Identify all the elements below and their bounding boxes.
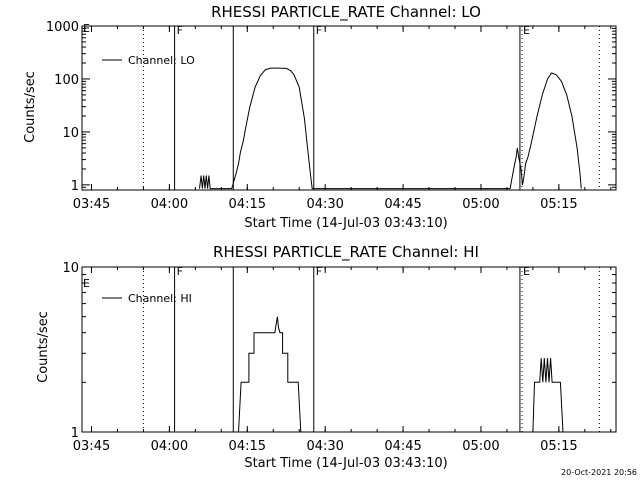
legend: Channel: LO	[102, 54, 195, 67]
panel-hi: RHESSI PARTICLE_RATE Channel: HI Start T…	[36, 243, 617, 471]
y-tick-label: 1	[71, 426, 79, 441]
series-line	[238, 316, 564, 433]
chart-title: RHESSI PARTICLE_RATE Channel: LO	[211, 3, 481, 22]
plot-frame	[81, 25, 617, 191]
y-axis-label: Counts/sec	[36, 311, 51, 383]
x-tick-label: 05:15	[540, 439, 577, 454]
plot-layer: 03:45 04:00 04:15 04:30 04:45 05:00 05:15 1 10 10…	[46, 20, 617, 212]
x-tick-label: 05:15	[540, 197, 577, 212]
edge-marker-label: E	[83, 22, 90, 35]
x-tick-label: 04:30	[306, 197, 343, 212]
series-line	[199, 67, 582, 190]
event-marker-label: E	[523, 265, 530, 278]
timestamp: 20-Oct-2021 20:56	[561, 468, 637, 477]
event-marker-label: F	[316, 24, 322, 37]
x-tick-label: 04:00	[151, 439, 188, 454]
chart-title: RHESSI PARTICLE_RATE Channel: HI	[213, 243, 479, 262]
legend-label: Channel: HI	[128, 292, 192, 305]
edge-marker-label: E	[83, 277, 90, 290]
plot-layer: 03:45 04:00 04:15 04:30 04:45 05:00 05:15 1 10 F F…	[62, 261, 617, 454]
x-tick-label: 03:45	[73, 197, 110, 212]
legend-label: Channel: LO	[128, 54, 195, 67]
y-tick-label: 1000	[46, 20, 79, 35]
y-tick-label: 10	[62, 261, 79, 276]
x-tick-label: 04:45	[384, 197, 421, 212]
panel-lo: RHESSI PARTICLE_RATE Channel: LO Start T…	[23, 3, 617, 231]
x-axis-label: Start Time (14-Jul-03 03:43:10)	[244, 216, 447, 231]
x-tick-label: 04:45	[384, 439, 421, 454]
x-tick-label: 04:00	[151, 197, 188, 212]
x-tick-label: 04:15	[229, 439, 266, 454]
event-marker-label: F	[177, 265, 183, 278]
x-tick-label: 03:45	[73, 439, 110, 454]
x-tick-label: 04:30	[306, 439, 343, 454]
y-tick-label: 10	[62, 126, 79, 141]
event-marker-label: F	[316, 265, 322, 278]
x-axis-label: Start Time (14-Jul-03 03:43:10)	[244, 456, 447, 471]
event-marker-label: E	[523, 24, 530, 37]
x-tick-label: 05:00	[462, 197, 499, 212]
y-axis-label: Counts/sec	[23, 71, 38, 143]
event-marker-label: F	[177, 24, 183, 37]
legend: Channel: HI	[102, 292, 192, 305]
y-tick-label: 1	[71, 179, 79, 194]
y-tick-label: 100	[54, 73, 79, 88]
x-tick-label: 04:15	[229, 197, 266, 212]
x-tick-label: 05:00	[462, 439, 499, 454]
